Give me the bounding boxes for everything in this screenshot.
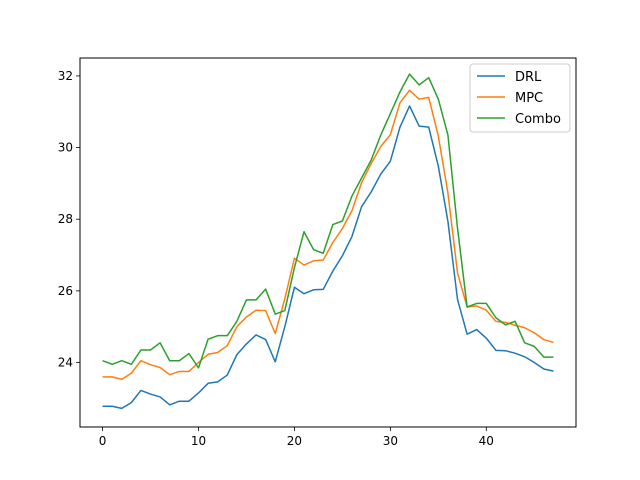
y-tick-label: 26 xyxy=(58,284,73,298)
legend-box xyxy=(469,63,571,133)
x-tick-label: 30 xyxy=(383,434,398,448)
legend-label-drl: DRL xyxy=(515,70,542,85)
y-tick-label: 24 xyxy=(58,356,73,370)
y-tick-label: 32 xyxy=(58,69,73,83)
y-tick-label: 30 xyxy=(58,141,73,155)
x-tick-label: 40 xyxy=(479,434,494,448)
y-tick-label: 28 xyxy=(58,212,73,226)
series-lines xyxy=(102,73,554,410)
x-tick-label: 10 xyxy=(191,434,206,448)
x-tick-label: 20 xyxy=(287,434,302,448)
series-line-combo xyxy=(102,73,554,369)
axis-ticks: 0 10 20 30 40 24 26 28 30 32 xyxy=(58,69,494,448)
series-line-mpc xyxy=(102,89,554,381)
plot-frame xyxy=(79,57,577,428)
x-tick-label: 0 xyxy=(99,434,107,448)
legend: DRL MPC Combo xyxy=(469,63,571,133)
legend-label-combo: Combo xyxy=(515,112,561,127)
legend-label-mpc: MPC xyxy=(515,91,543,106)
series-line-drl xyxy=(102,105,554,410)
